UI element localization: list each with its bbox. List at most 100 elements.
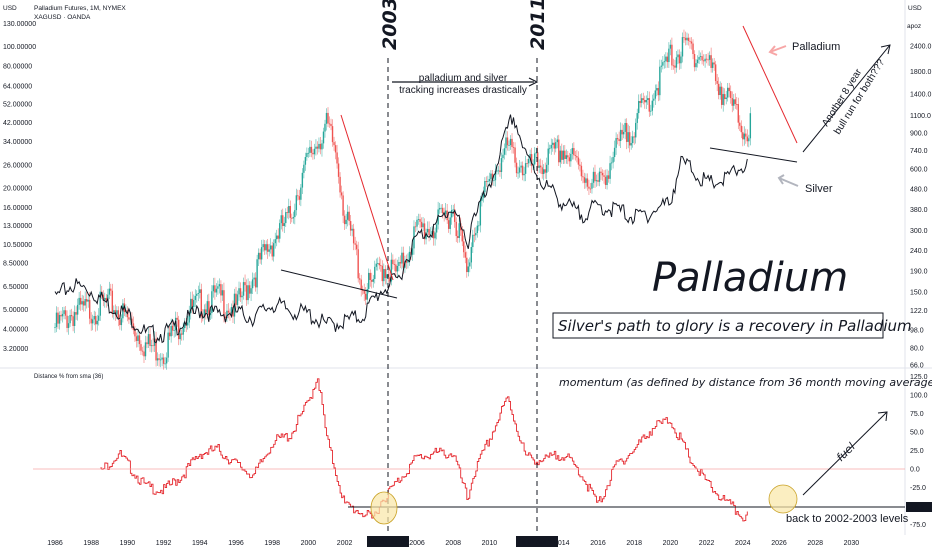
palladium-candle bbox=[529, 154, 531, 160]
palladium-candle bbox=[441, 207, 444, 214]
palladium-candle bbox=[263, 244, 266, 251]
palladium-candle bbox=[131, 318, 133, 324]
palladium-candle bbox=[631, 136, 634, 144]
momentum-layer bbox=[100, 378, 748, 522]
palladium-candle bbox=[630, 143, 632, 146]
palladium-candle bbox=[496, 170, 498, 172]
palladium-candle bbox=[343, 215, 346, 225]
palladium-candle bbox=[742, 132, 744, 140]
palladium-candle bbox=[113, 310, 115, 314]
palladium-candle bbox=[330, 123, 332, 127]
palladium-candle bbox=[662, 62, 664, 66]
silver-line-layer bbox=[54, 114, 748, 344]
palladium-candle bbox=[85, 299, 88, 302]
palladium-candle bbox=[176, 317, 178, 320]
palladium-candle bbox=[297, 195, 299, 197]
palladium-candle bbox=[449, 217, 451, 229]
palladium-candle bbox=[527, 159, 530, 164]
palladium-candle bbox=[745, 133, 747, 137]
palladium-candle bbox=[226, 310, 228, 318]
date-marker-2011-bg bbox=[516, 536, 558, 547]
palladium-candle bbox=[393, 264, 396, 265]
palladium-candle bbox=[651, 100, 653, 111]
palladium-candle bbox=[73, 312, 76, 326]
palladium-candle bbox=[63, 310, 65, 314]
palladium-candle bbox=[690, 41, 693, 44]
palladium-candle bbox=[401, 252, 403, 264]
palladium-candle bbox=[638, 101, 640, 114]
palladium-candle bbox=[505, 137, 507, 149]
palladium-candle bbox=[678, 54, 681, 64]
palladium-candle bbox=[60, 314, 62, 317]
pd-downtrend-2022 bbox=[742, 25, 798, 144]
x-tick-label: 2014 bbox=[554, 540, 570, 547]
palladium-candle bbox=[78, 297, 80, 305]
palladium-candle bbox=[271, 245, 273, 257]
palladium-candle bbox=[625, 122, 628, 142]
palladium-candle bbox=[110, 288, 112, 291]
palladium-candle bbox=[407, 259, 409, 263]
palladium-candle bbox=[312, 152, 314, 155]
palladium-candle bbox=[511, 138, 513, 147]
palladium-candle bbox=[64, 310, 67, 316]
palladium-candle bbox=[547, 148, 549, 165]
x-tick-label: 2024 bbox=[735, 540, 751, 547]
palladium-candle bbox=[208, 301, 210, 316]
left-tick-label: 8.50000 bbox=[3, 260, 28, 267]
palladium-candle bbox=[613, 147, 616, 158]
x-tick-label: 2016 bbox=[590, 540, 606, 547]
palladium-candle bbox=[583, 177, 586, 183]
momentum-caption: momentum (as defined by distance from 36… bbox=[559, 376, 932, 389]
x-tick-label: 1992 bbox=[156, 540, 172, 547]
palladium-candle bbox=[398, 262, 400, 266]
palladium-candle bbox=[227, 310, 230, 313]
palladium-candle bbox=[372, 278, 374, 282]
palladium-candle bbox=[177, 319, 180, 340]
palladium-candle bbox=[188, 313, 190, 323]
palladium-candle bbox=[273, 243, 275, 257]
palladium-candle bbox=[467, 266, 469, 273]
palladium-candle bbox=[425, 232, 427, 240]
palladium-candle bbox=[482, 192, 485, 198]
palladium-candle bbox=[111, 290, 114, 314]
palladium-candle bbox=[550, 144, 552, 149]
palladium-candle bbox=[295, 195, 298, 211]
palladium-candle bbox=[699, 56, 702, 58]
palladium-candle bbox=[366, 288, 368, 300]
right-tick-label: 150.0 bbox=[910, 290, 928, 297]
palladium-candle bbox=[268, 249, 270, 252]
x-tick-label: 2006 bbox=[409, 540, 425, 547]
palladium-candle bbox=[251, 279, 254, 289]
palladium-candle bbox=[698, 57, 700, 60]
ag-line-2020-2024 bbox=[709, 147, 798, 163]
palladium-candle bbox=[426, 228, 429, 233]
palladium-candle bbox=[506, 137, 509, 146]
palladium-candle bbox=[484, 181, 486, 193]
palladium-candle bbox=[420, 221, 423, 228]
palladium-candle bbox=[260, 247, 263, 260]
palladium-candle bbox=[134, 330, 136, 337]
palladium-candle bbox=[702, 60, 705, 62]
palladium-candle bbox=[66, 315, 68, 329]
palladium-candle bbox=[300, 187, 302, 200]
momentum-tick-label: 100.0 bbox=[910, 393, 928, 400]
palladium-candle bbox=[247, 285, 249, 301]
palladium-candle bbox=[325, 112, 328, 124]
palladium-candle bbox=[641, 98, 643, 103]
palladium-candle bbox=[463, 241, 465, 253]
palladium-candle bbox=[301, 172, 304, 188]
palladium-candle bbox=[586, 178, 589, 187]
palladium-candle bbox=[235, 293, 237, 305]
palladium-candle bbox=[695, 63, 697, 68]
palladium-candle bbox=[470, 247, 472, 263]
palladium-candle bbox=[657, 88, 660, 96]
palladium-candle bbox=[206, 301, 209, 313]
right-tick-label: 900.0 bbox=[910, 131, 928, 138]
right-tick-label: 98.0 bbox=[910, 328, 924, 335]
palladium-candle bbox=[619, 129, 622, 142]
year-2003-label: 2003 bbox=[379, 0, 401, 50]
palladium-candle bbox=[533, 153, 536, 165]
palladium-candle bbox=[642, 98, 644, 100]
palladium-candle bbox=[582, 176, 584, 178]
